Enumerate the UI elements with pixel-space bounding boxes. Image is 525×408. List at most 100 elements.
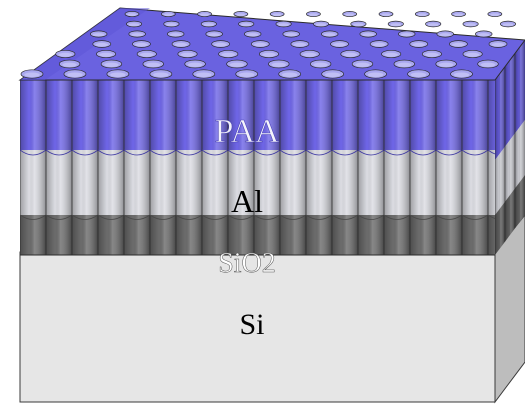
front-column xyxy=(461,80,489,255)
front-column xyxy=(175,80,203,255)
si-front-face xyxy=(19,251,496,403)
pore xyxy=(475,30,493,38)
pore xyxy=(275,20,292,28)
pore xyxy=(211,40,231,48)
pore xyxy=(20,69,44,79)
pore xyxy=(282,30,300,38)
pore xyxy=(387,20,404,28)
pore xyxy=(321,69,345,79)
front-column xyxy=(97,80,125,255)
pore xyxy=(340,49,361,59)
pore xyxy=(312,20,330,28)
block-front-face xyxy=(20,80,495,256)
label-sio2: SiO2 xyxy=(218,248,276,279)
pore xyxy=(425,20,442,28)
pore xyxy=(378,11,394,17)
pore xyxy=(359,30,377,38)
front-column xyxy=(279,80,307,255)
front-column xyxy=(383,80,411,255)
side-column xyxy=(504,53,515,242)
pore xyxy=(462,20,479,28)
pore xyxy=(398,30,416,38)
pore xyxy=(488,40,508,48)
si-substrate xyxy=(19,214,525,404)
pore xyxy=(451,11,466,17)
pore xyxy=(342,11,358,17)
pore xyxy=(414,11,430,17)
pore xyxy=(96,49,117,59)
pore xyxy=(200,20,217,28)
pore xyxy=(462,49,483,59)
pore xyxy=(450,69,473,79)
front-column xyxy=(487,80,495,255)
pore xyxy=(192,69,216,79)
front-column xyxy=(123,80,151,255)
front-column xyxy=(305,80,333,255)
pore xyxy=(100,59,123,69)
pore xyxy=(290,40,310,48)
pore xyxy=(258,49,280,59)
pore xyxy=(435,59,457,69)
label-si: Si xyxy=(239,308,264,341)
paa-top-face xyxy=(18,7,525,81)
side-column xyxy=(495,66,505,255)
pore xyxy=(132,40,151,48)
pore xyxy=(309,59,332,69)
pore xyxy=(89,30,108,38)
pore xyxy=(487,11,503,17)
pore xyxy=(55,49,76,59)
pore xyxy=(364,69,387,79)
front-column xyxy=(435,80,463,255)
pore xyxy=(381,49,402,59)
front-column xyxy=(227,80,255,255)
pore xyxy=(149,69,173,79)
front-column xyxy=(20,80,47,255)
pore xyxy=(269,11,285,17)
pore xyxy=(244,30,262,38)
pore xyxy=(106,69,130,79)
label-al: Al xyxy=(231,183,263,219)
front-column xyxy=(45,80,73,255)
front-column xyxy=(201,80,229,255)
label-paa: PAA xyxy=(215,113,280,150)
pore xyxy=(477,59,499,69)
front-column xyxy=(71,80,99,255)
pore xyxy=(184,59,206,69)
pore xyxy=(233,11,249,17)
pore xyxy=(166,30,185,38)
pore xyxy=(142,59,164,69)
block-side-face xyxy=(495,40,525,255)
front-column xyxy=(253,80,281,255)
pore xyxy=(128,30,146,38)
pore xyxy=(350,20,367,28)
pore xyxy=(226,59,248,69)
front-column xyxy=(149,80,177,255)
side-column xyxy=(514,40,525,229)
pore xyxy=(205,30,223,38)
pore xyxy=(409,40,429,48)
pore xyxy=(321,30,339,38)
pore xyxy=(92,40,112,48)
pore xyxy=(238,20,255,28)
pore xyxy=(407,69,430,79)
pore xyxy=(177,49,198,59)
pore xyxy=(197,11,212,17)
pore xyxy=(126,20,143,28)
front-column xyxy=(357,80,385,255)
front-column xyxy=(331,80,359,255)
pore xyxy=(369,40,389,48)
pore xyxy=(449,40,468,48)
pore xyxy=(250,40,270,48)
pore xyxy=(393,59,416,69)
pore xyxy=(218,49,239,59)
pore xyxy=(235,69,259,79)
pore xyxy=(436,30,454,38)
pore xyxy=(421,49,442,59)
pore xyxy=(268,59,290,69)
pore xyxy=(171,40,191,48)
pore xyxy=(299,49,320,59)
pore xyxy=(351,59,374,69)
pore xyxy=(63,69,87,79)
pore xyxy=(330,40,349,48)
